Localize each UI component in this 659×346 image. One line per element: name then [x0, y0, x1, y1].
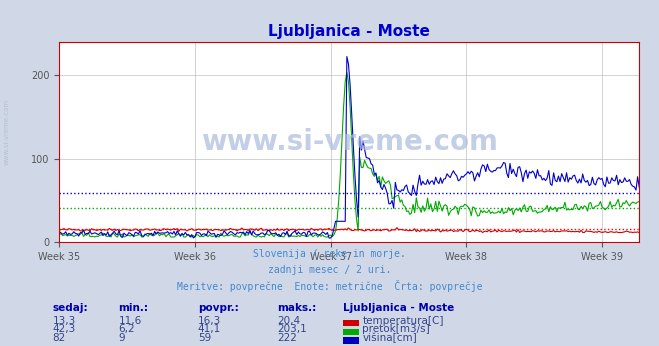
Text: 42,3: 42,3	[53, 324, 76, 334]
Text: Slovenija / reke in morje.: Slovenija / reke in morje.	[253, 249, 406, 259]
Text: povpr.:: povpr.:	[198, 303, 239, 313]
Text: 203,1: 203,1	[277, 324, 306, 334]
Text: zadnji mesec / 2 uri.: zadnji mesec / 2 uri.	[268, 265, 391, 275]
Text: 222: 222	[277, 333, 297, 343]
Text: 59: 59	[198, 333, 211, 343]
Text: 41,1: 41,1	[198, 324, 221, 334]
Text: www.si-vreme.com: www.si-vreme.com	[201, 128, 498, 156]
Text: sedaj:: sedaj:	[53, 303, 88, 313]
Text: 6,2: 6,2	[119, 324, 135, 334]
Text: 20,4: 20,4	[277, 316, 300, 326]
Text: 82: 82	[53, 333, 66, 343]
Text: Ljubljanica - Moste: Ljubljanica - Moste	[343, 303, 454, 313]
Text: 16,3: 16,3	[198, 316, 221, 326]
Text: www.si-vreme.com: www.si-vreme.com	[3, 98, 10, 165]
Text: pretok[m3/s]: pretok[m3/s]	[362, 324, 430, 334]
Text: 9: 9	[119, 333, 125, 343]
Text: višina[cm]: višina[cm]	[362, 333, 417, 343]
Title: Ljubljanica - Moste: Ljubljanica - Moste	[268, 24, 430, 39]
Text: 11,6: 11,6	[119, 316, 142, 326]
Text: Meritve: povprečne  Enote: metrične  Črta: povprečje: Meritve: povprečne Enote: metrične Črta:…	[177, 280, 482, 292]
Text: 13,3: 13,3	[53, 316, 76, 326]
Text: temperatura[C]: temperatura[C]	[362, 316, 444, 326]
Text: maks.:: maks.:	[277, 303, 316, 313]
Text: min.:: min.:	[119, 303, 149, 313]
